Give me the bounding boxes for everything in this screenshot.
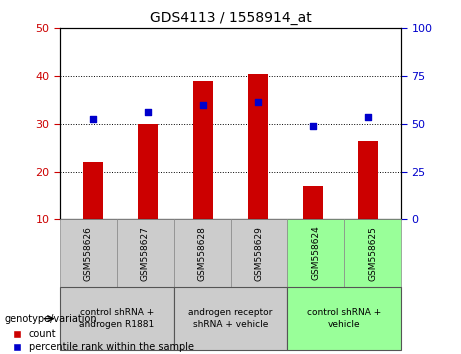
Text: genotype/variation: genotype/variation bbox=[5, 314, 97, 324]
Text: GSM558629: GSM558629 bbox=[254, 225, 263, 281]
Point bbox=[89, 116, 97, 122]
Text: GSM558628: GSM558628 bbox=[198, 225, 207, 281]
Bar bbox=[83, 162, 103, 219]
Text: control shRNA +
androgen R1881: control shRNA + androgen R1881 bbox=[79, 308, 154, 329]
Text: GSM558624: GSM558624 bbox=[311, 226, 320, 280]
Text: GSM558627: GSM558627 bbox=[141, 225, 150, 281]
Point bbox=[144, 109, 152, 115]
Bar bbox=[138, 124, 158, 219]
Point bbox=[254, 99, 262, 105]
Point bbox=[364, 114, 372, 120]
Bar bbox=[359, 141, 378, 219]
Text: GSM558625: GSM558625 bbox=[368, 225, 377, 281]
Legend: count, percentile rank within the sample: count, percentile rank within the sample bbox=[10, 326, 198, 354]
Title: GDS4113 / 1558914_at: GDS4113 / 1558914_at bbox=[150, 11, 311, 24]
Text: control shRNA +
vehicle: control shRNA + vehicle bbox=[307, 308, 381, 329]
Text: GSM558626: GSM558626 bbox=[84, 225, 93, 281]
Point bbox=[199, 102, 207, 108]
Bar bbox=[193, 81, 213, 219]
Point bbox=[309, 124, 317, 129]
Bar bbox=[248, 74, 268, 219]
Bar bbox=[303, 186, 323, 219]
Text: androgen receptor
shRNA + vehicle: androgen receptor shRNA + vehicle bbox=[188, 308, 273, 329]
